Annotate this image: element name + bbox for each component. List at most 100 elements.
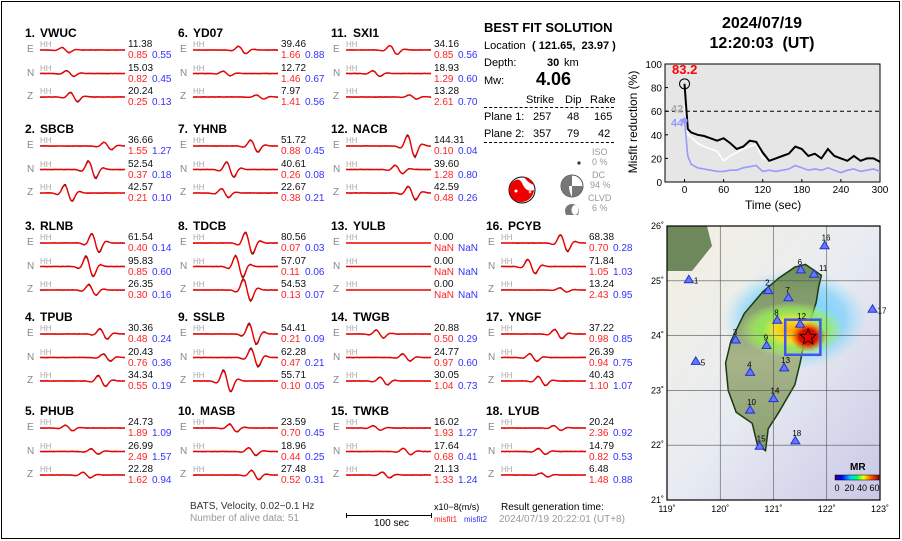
- channel-label: HH: [346, 371, 358, 380]
- station-triangle-icon[interactable]: [808, 268, 820, 278]
- iso-icon: [577, 161, 581, 165]
- component-label: E: [180, 44, 187, 55]
- component-label: Z: [27, 284, 34, 295]
- station-number: 9.: [178, 310, 189, 324]
- component-label: E: [488, 237, 495, 248]
- misfit1-value: 0.85: [434, 50, 454, 61]
- station-name: LYUB: [508, 404, 540, 418]
- misfit1-value: 0.55: [128, 381, 148, 392]
- amplitude-value: 54.53: [281, 279, 307, 290]
- synthetic-waveform: [193, 323, 278, 345]
- station-triangle-icon[interactable]: [730, 334, 742, 344]
- series-line-0: [683, 83, 881, 163]
- station-map-label: 13: [781, 356, 790, 365]
- station-name: TWKB: [353, 404, 389, 418]
- chart-xlabel: Time (sec): [745, 198, 802, 212]
- amplitude-value: 51.72: [281, 135, 307, 146]
- station-number: 18.: [486, 404, 503, 418]
- misfit2-value: 0.80: [458, 169, 478, 181]
- station-number: 14.: [331, 310, 348, 324]
- misfit1-value: 0.44: [281, 451, 301, 463]
- station-triangle-icon[interactable]: [754, 440, 766, 450]
- station-triangle-icon[interactable]: [795, 264, 807, 274]
- station-name: YD07: [193, 26, 224, 40]
- misfit2-value: 0.45: [152, 73, 172, 85]
- station-triangle-icon[interactable]: [683, 274, 695, 284]
- synthetic-waveform: [40, 141, 125, 151]
- misfit1-value: 0.76: [128, 357, 148, 369]
- component-label: Z: [488, 284, 495, 295]
- misfit1-value: 0.88: [281, 146, 301, 157]
- synthetic-waveform: [346, 471, 431, 479]
- alive-data-count: Number of alive data: 51: [190, 513, 299, 524]
- synthetic-waveform: [40, 353, 125, 362]
- series-line-1: [683, 105, 770, 162]
- event-time: 12:20:03 (UT): [709, 35, 815, 52]
- misfit1-value: NaN: [434, 266, 455, 278]
- channel-label: HH: [346, 280, 358, 289]
- component-label: N: [488, 445, 496, 457]
- station-triangle-icon[interactable]: [794, 318, 806, 328]
- misfit1-value: 0.70: [281, 428, 301, 439]
- misfit1-value: 2.49: [128, 451, 148, 463]
- misfit2-value: 0.94: [152, 475, 172, 486]
- amplitude-value: 36.66: [128, 135, 154, 146]
- station-triangle-icon[interactable]: [771, 314, 783, 324]
- station-number: 15.: [331, 404, 348, 418]
- station-triangle-icon[interactable]: [744, 404, 756, 414]
- station-triangle-icon[interactable]: [819, 240, 831, 250]
- misfit2-value: 0.16: [152, 290, 172, 301]
- amplitude-value: 21.13: [434, 464, 460, 475]
- component-label: E: [180, 422, 187, 433]
- misfit2-value: 0.88: [305, 50, 325, 61]
- synthetic-waveform: [193, 70, 278, 77]
- search-box: [783, 318, 822, 357]
- synthetic-waveform: [193, 139, 278, 153]
- component-label: N: [333, 260, 341, 272]
- station-triangle-icon[interactable]: [778, 362, 790, 372]
- amplitude-value: 0.00: [434, 232, 454, 243]
- station-map-label: 8: [774, 308, 779, 317]
- location-label: Location: [484, 40, 526, 52]
- amplitude-value: 40.43: [589, 370, 615, 381]
- depth-label: Depth:: [484, 57, 517, 69]
- station-map-label: 7: [785, 286, 790, 295]
- synthetic-waveform: [40, 471, 125, 479]
- misfit2-value: 1.07: [613, 381, 633, 392]
- plane2-label: Plane 2:: [484, 128, 525, 140]
- component-label: Z: [333, 91, 340, 102]
- misfit1-value: 0.85: [128, 50, 148, 61]
- misfit2-value: 0.95: [613, 290, 633, 301]
- station-triangle-icon[interactable]: [761, 339, 772, 349]
- misfit2-value: 0.88: [613, 475, 633, 486]
- station-triangle-icon[interactable]: [762, 285, 774, 295]
- header-strike: Strike: [526, 94, 555, 106]
- station-triangle-icon[interactable]: [789, 435, 801, 445]
- station-name: VWUC: [40, 26, 77, 40]
- misfit1-value: 0.98: [589, 334, 609, 345]
- synthetic-waveform: [501, 448, 586, 455]
- misfit1-value: 2.43: [589, 290, 609, 301]
- station-name: PHUB: [40, 404, 75, 418]
- misfit2-value: 1.09: [152, 428, 172, 439]
- y-tick-label: 100: [645, 60, 662, 71]
- station-number: 4.: [25, 310, 36, 324]
- channel-label: HH: [501, 256, 513, 266]
- station-triangle-icon[interactable]: [690, 355, 702, 365]
- station-map-label: 11: [819, 264, 828, 273]
- x-tick-label: 120: [754, 185, 771, 196]
- station-triangle-icon[interactable]: [867, 303, 878, 313]
- station-triangle-icon[interactable]: [783, 292, 794, 302]
- component-label: Z: [180, 187, 187, 198]
- amplitude-value: 34.34: [128, 370, 154, 381]
- station-triangle-icon[interactable]: [768, 393, 779, 403]
- channel-label: HH: [346, 183, 358, 192]
- amplitude-value: 0.00: [434, 279, 454, 290]
- synthetic-waveform: [501, 259, 586, 274]
- channel-label: HH: [40, 256, 52, 266]
- station-triangle-icon[interactable]: [744, 366, 756, 376]
- synthetic-waveform: [346, 164, 431, 175]
- colorbar-tick: 0: [834, 483, 839, 493]
- channel-label: HH: [346, 40, 358, 49]
- x-tick-label: 240: [833, 185, 850, 196]
